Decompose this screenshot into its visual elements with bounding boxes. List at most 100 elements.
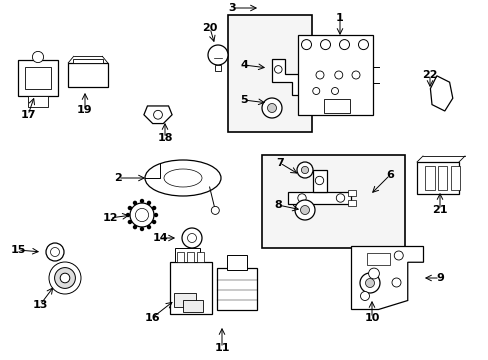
Bar <box>217 268 257 310</box>
Bar <box>177 252 183 262</box>
Bar <box>347 201 356 206</box>
Text: 6: 6 <box>385 170 393 180</box>
Circle shape <box>339 40 349 50</box>
Circle shape <box>133 201 136 204</box>
Text: 8: 8 <box>274 200 281 210</box>
Circle shape <box>365 279 374 288</box>
Text: 22: 22 <box>421 70 437 80</box>
Circle shape <box>147 201 150 204</box>
Circle shape <box>32 51 43 63</box>
Circle shape <box>331 87 338 94</box>
Circle shape <box>135 208 148 222</box>
Bar <box>227 15 311 132</box>
Circle shape <box>274 66 282 73</box>
Circle shape <box>187 234 196 243</box>
Circle shape <box>60 273 70 283</box>
Text: 11: 11 <box>214 343 229 353</box>
Text: 10: 10 <box>364 313 379 323</box>
Circle shape <box>128 207 131 210</box>
Circle shape <box>126 213 129 216</box>
Text: 20: 20 <box>202 23 217 33</box>
Text: 13: 13 <box>32 300 48 310</box>
Circle shape <box>336 194 344 202</box>
Text: 14: 14 <box>152 233 167 243</box>
Circle shape <box>46 243 64 261</box>
Circle shape <box>301 40 311 50</box>
Polygon shape <box>429 76 452 111</box>
Circle shape <box>147 226 150 229</box>
Circle shape <box>153 111 162 119</box>
Circle shape <box>262 98 282 118</box>
Text: 2: 2 <box>114 173 122 183</box>
Bar <box>175 248 200 262</box>
Text: 16: 16 <box>144 313 160 323</box>
Ellipse shape <box>145 160 221 196</box>
Bar <box>25 67 50 89</box>
Bar <box>174 293 196 307</box>
Bar <box>449 166 459 190</box>
Bar <box>68 63 107 87</box>
Bar <box>72 58 103 63</box>
Circle shape <box>301 166 308 174</box>
Text: 19: 19 <box>77 105 93 115</box>
Circle shape <box>133 226 136 229</box>
Circle shape <box>296 162 312 178</box>
Bar <box>183 300 203 312</box>
Circle shape <box>312 87 319 94</box>
Circle shape <box>152 207 155 210</box>
Circle shape <box>315 176 323 185</box>
Text: 7: 7 <box>276 158 284 168</box>
Bar <box>28 96 48 107</box>
Circle shape <box>211 206 219 215</box>
Bar <box>262 155 404 248</box>
Circle shape <box>182 228 202 248</box>
Text: 5: 5 <box>240 95 247 105</box>
Text: 3: 3 <box>228 3 235 13</box>
Polygon shape <box>287 192 350 204</box>
Bar <box>226 255 246 270</box>
Bar <box>437 166 447 190</box>
Bar <box>186 252 194 262</box>
Bar <box>366 253 389 265</box>
Circle shape <box>140 199 143 202</box>
Circle shape <box>130 203 154 227</box>
Circle shape <box>300 206 309 215</box>
Text: 9: 9 <box>435 273 443 283</box>
Circle shape <box>334 71 342 79</box>
Bar <box>297 35 372 115</box>
Text: 18: 18 <box>157 133 172 143</box>
Circle shape <box>152 220 155 224</box>
Bar <box>170 262 212 314</box>
Circle shape <box>50 248 60 256</box>
Circle shape <box>207 45 227 65</box>
Circle shape <box>154 213 157 216</box>
Circle shape <box>351 71 359 79</box>
Circle shape <box>140 228 143 230</box>
Ellipse shape <box>163 169 202 187</box>
Text: 4: 4 <box>240 60 247 70</box>
Circle shape <box>358 40 368 50</box>
Circle shape <box>55 267 75 288</box>
Bar <box>425 166 434 190</box>
Circle shape <box>359 273 379 293</box>
Bar <box>416 162 458 194</box>
Bar <box>19 60 58 96</box>
Bar <box>347 190 356 195</box>
Bar <box>215 65 221 71</box>
Polygon shape <box>143 106 172 123</box>
Circle shape <box>297 194 305 202</box>
Circle shape <box>360 292 369 301</box>
Text: 12: 12 <box>102 213 118 223</box>
Polygon shape <box>271 59 302 95</box>
Circle shape <box>393 251 403 260</box>
Circle shape <box>294 200 314 220</box>
Circle shape <box>128 220 131 224</box>
Circle shape <box>320 40 330 50</box>
Text: 15: 15 <box>10 245 26 255</box>
Circle shape <box>49 262 81 294</box>
Text: 1: 1 <box>335 13 343 23</box>
Bar <box>197 252 203 262</box>
Circle shape <box>391 278 400 287</box>
Text: 21: 21 <box>431 205 447 215</box>
Bar <box>323 99 349 113</box>
